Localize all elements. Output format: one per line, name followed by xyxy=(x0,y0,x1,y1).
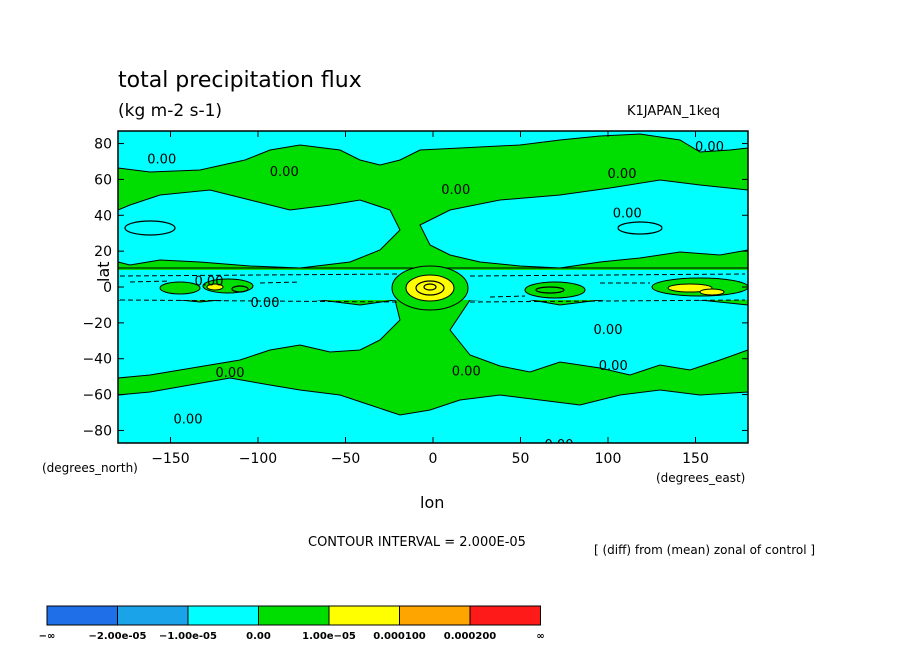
contour-labels: 0.00 0.00 0.00 0.00 0.00 0.00 0.00 0.00 0.00 0.00… xyxy=(147,140,724,453)
colorbar-label: −1.00e-05 xyxy=(159,631,217,642)
contour-label: 0.00 xyxy=(599,359,628,374)
x-tick-label: 100 xyxy=(595,451,622,467)
colorbar-label: −2.00e-05 xyxy=(89,631,147,642)
colorbar-label: −∞ xyxy=(39,631,56,642)
colorbar-label: 1.00e−05 xyxy=(302,631,356,642)
chart-units: (kg m-2 s-1) xyxy=(118,101,223,121)
description-note: [ (diff) from (mean) zonal of control ] xyxy=(594,543,816,557)
contour-label: 0.00 xyxy=(251,296,280,311)
contour-label: 0.00 xyxy=(195,275,224,290)
colorbar-label: 0.000200 xyxy=(444,631,497,642)
plot-area: 0.00 0.00 0.00 0.00 0.00 0.00 0.00 0.00 0.00 0.00… xyxy=(118,131,748,453)
y-tick-label: −80 xyxy=(82,423,112,439)
dashed-contours xyxy=(119,273,746,303)
colorbar-label: 0.000100 xyxy=(373,631,426,642)
run-id: K1JAPAN_1keq xyxy=(627,104,721,119)
inner-contours xyxy=(124,220,663,296)
y-tick-label: 80 xyxy=(94,137,112,153)
x-tick-label: −150 xyxy=(151,451,189,467)
chart-title: total precipitation flux xyxy=(118,68,362,93)
colorbar-swatch xyxy=(469,605,541,626)
contour-label: 0.00 xyxy=(216,366,245,381)
y-tick-label: 0 xyxy=(103,280,112,296)
colorbar-swatch xyxy=(399,605,471,626)
contour-label: 0.00 xyxy=(270,165,299,180)
contour-label: 0.00 xyxy=(545,438,574,453)
contour-label: 0.00 xyxy=(174,413,203,428)
x-units-label: (degrees_east) xyxy=(656,471,746,485)
colorbar-swatch xyxy=(187,605,259,626)
x-tick-label: 50 xyxy=(512,451,530,467)
y-tick-label: −60 xyxy=(82,388,112,404)
contour-label: 0.00 xyxy=(613,206,642,221)
colorbar-swatch xyxy=(258,605,330,626)
y-tick-label: 60 xyxy=(94,172,112,188)
contour-label: 0.00 xyxy=(147,153,176,168)
contour-interval: CONTOUR INTERVAL = 2.000E-05 xyxy=(308,535,526,550)
y-units-label: (degrees_north) xyxy=(42,461,138,475)
x-tick-label: −50 xyxy=(331,451,361,467)
y-tick-label: −20 xyxy=(82,316,112,332)
contour-label: 0.00 xyxy=(695,140,724,155)
contour-label: 0.00 xyxy=(452,364,481,379)
colorbar-label: 0.00 xyxy=(246,631,271,642)
x-tick-label: 0 xyxy=(429,451,438,467)
colorbar-swatch xyxy=(46,605,118,626)
colorbar: −∞ −2.00e-05 −1.00e-05 0.00 1.00e−05 0.000100… xyxy=(39,605,545,642)
x-tick-label: 150 xyxy=(682,451,709,467)
colorbar-swatch xyxy=(328,605,400,626)
y-tick-label: −40 xyxy=(82,352,112,368)
negative-regions xyxy=(118,131,748,443)
strong-positive xyxy=(206,274,725,302)
colorbar-label: ∞ xyxy=(536,631,544,642)
x-tick-label: −100 xyxy=(239,451,277,467)
contour-label: 0.00 xyxy=(608,167,637,182)
y-tick-label: 20 xyxy=(94,244,112,260)
y-axis-label: lat xyxy=(94,261,113,282)
x-axis-label: lon xyxy=(420,493,445,512)
contour-label: 0.00 xyxy=(441,183,470,198)
axis-ticks: −150 −100 −50 0 50 100 150 80 60 40 20 0 −20 −40 −60 −8… xyxy=(82,131,748,467)
colorbar-swatch xyxy=(117,605,189,626)
contour-label: 0.00 xyxy=(594,323,623,338)
y-tick-label: 40 xyxy=(94,208,112,224)
